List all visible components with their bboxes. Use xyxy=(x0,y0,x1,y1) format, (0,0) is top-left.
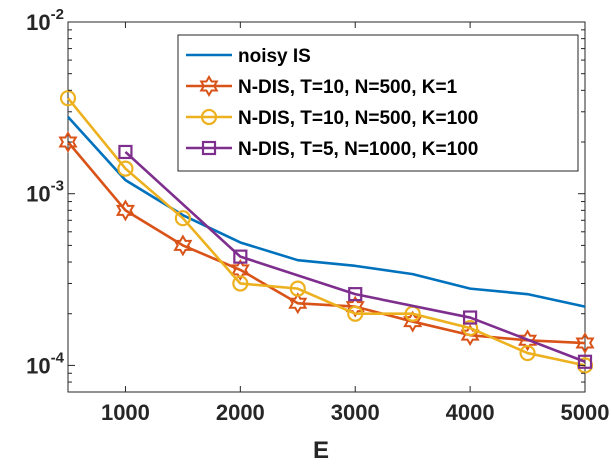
x-tick-label: 4000 xyxy=(446,400,495,425)
legend-label: N-DIS, T=5, N=1000, K=100 xyxy=(238,139,478,160)
series-line xyxy=(67,141,586,345)
x-axis-label: E xyxy=(313,437,329,464)
y-tick-exponent: -4 xyxy=(51,349,65,366)
y-tick-label: 10-3 xyxy=(26,178,64,207)
y-tick-exponent: -3 xyxy=(51,178,64,195)
legend: noisy IS N-DIS, T=10, N=500, K=1 N-DIS, T=… xyxy=(177,34,579,172)
data-point xyxy=(289,280,306,297)
legend-marker xyxy=(200,108,218,126)
data-point xyxy=(174,210,191,227)
data-point xyxy=(115,199,135,222)
data-point xyxy=(118,144,133,160)
data-point xyxy=(232,275,249,292)
y-tick-label: 10-4 xyxy=(26,349,64,378)
data-point xyxy=(58,131,78,154)
legend-item-3: N-DIS, T=5, N=1000, K=100 xyxy=(186,139,478,160)
series-line xyxy=(67,116,586,308)
x-tick-label: 1000 xyxy=(101,400,150,425)
x-tick-label: 5000 xyxy=(561,400,610,425)
data-point xyxy=(348,287,363,302)
series-3 xyxy=(118,144,593,369)
legend-item-2: N-DIS, T=10, N=500, K=100 xyxy=(186,108,478,129)
series-line xyxy=(66,97,586,367)
data-point xyxy=(463,310,478,325)
data-point xyxy=(117,160,134,177)
data-point xyxy=(347,305,364,322)
x-tick-label: 2000 xyxy=(216,400,265,425)
y-tick-base: 10 xyxy=(26,353,50,378)
legend-marker xyxy=(199,75,219,97)
data-point xyxy=(59,90,77,107)
y-tick-label: 10-2 xyxy=(26,6,64,35)
series-0 xyxy=(67,116,586,308)
legend-label: N-DIS, T=10, N=500, K=1 xyxy=(238,77,458,98)
legend-item-1: N-DIS, T=10, N=500, K=1 xyxy=(186,75,458,98)
data-point xyxy=(519,344,536,362)
legend-label: noisy IS xyxy=(238,46,311,67)
data-point xyxy=(462,319,479,337)
data-point xyxy=(173,234,193,257)
series-line xyxy=(124,151,586,363)
legend-label: N-DIS, T=10, N=500, K=100 xyxy=(238,108,478,129)
y-tick-base: 10 xyxy=(26,10,50,35)
data-point xyxy=(230,258,250,281)
data-point xyxy=(577,354,593,369)
series-2 xyxy=(59,90,594,374)
y-tick-exponent: -2 xyxy=(51,6,64,23)
data-point xyxy=(345,295,365,318)
data-point xyxy=(403,310,423,333)
data-point xyxy=(288,292,308,315)
legend-box xyxy=(177,34,579,172)
data-point xyxy=(233,249,248,264)
x-tick-label: 3000 xyxy=(331,400,380,425)
legend-item-0: noisy IS xyxy=(186,46,311,67)
data-point xyxy=(575,332,595,355)
y-tick-base: 10 xyxy=(26,182,50,207)
legend-marker xyxy=(201,140,217,156)
